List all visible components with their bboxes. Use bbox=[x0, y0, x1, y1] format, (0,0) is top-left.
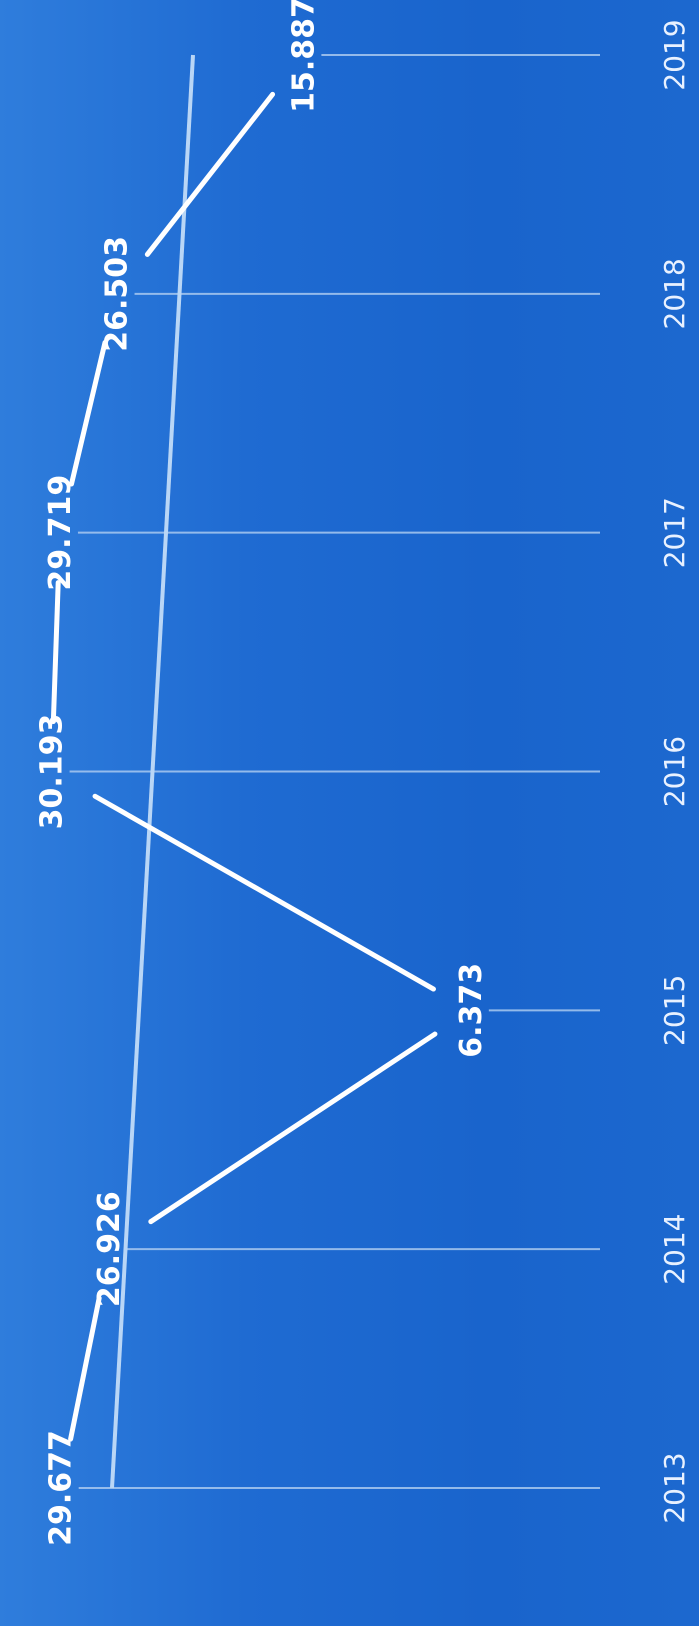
data-labels: 29.677 26.926 6.373 30.193 29.719 26.503 15.88… bbox=[35, 0, 489, 1546]
trendline bbox=[110, 54, 195, 1489]
x-tick-labels: 2013 2014 2015 2016 2017 2018 2019 bbox=[658, 19, 691, 1523]
gridlines bbox=[69, 54, 600, 1489]
data-label-2019: 15.887 bbox=[286, 0, 321, 113]
tick-label-2013: 2013 bbox=[658, 1452, 691, 1523]
data-label-2016: 30.193 bbox=[35, 714, 70, 830]
series-segment-2013-2014 bbox=[68, 1295, 102, 1442]
tick-label-2017: 2017 bbox=[658, 497, 691, 568]
series-segment-2016-2017 bbox=[50, 580, 61, 725]
series-segment-2015-2016 bbox=[92, 793, 436, 992]
series-segment-2014-2015 bbox=[148, 1031, 438, 1225]
data-label-2017: 29.719 bbox=[43, 475, 78, 591]
data-label-2013: 29.677 bbox=[44, 1430, 79, 1546]
tick-label-2015: 2015 bbox=[658, 975, 691, 1046]
series-segment-2018-2019 bbox=[144, 91, 276, 257]
tick-label-2018: 2018 bbox=[658, 258, 691, 329]
tick-label-2014: 2014 bbox=[658, 1214, 691, 1285]
tick-label-2019: 2019 bbox=[658, 19, 691, 90]
data-label-2018: 26.503 bbox=[100, 236, 135, 352]
data-label-2015: 6.373 bbox=[454, 963, 489, 1058]
series-connectors bbox=[50, 91, 438, 1442]
data-label-2014: 26.926 bbox=[92, 1191, 127, 1307]
tick-label-2016: 2016 bbox=[658, 736, 691, 807]
series-segment-2017-2018 bbox=[68, 339, 108, 487]
